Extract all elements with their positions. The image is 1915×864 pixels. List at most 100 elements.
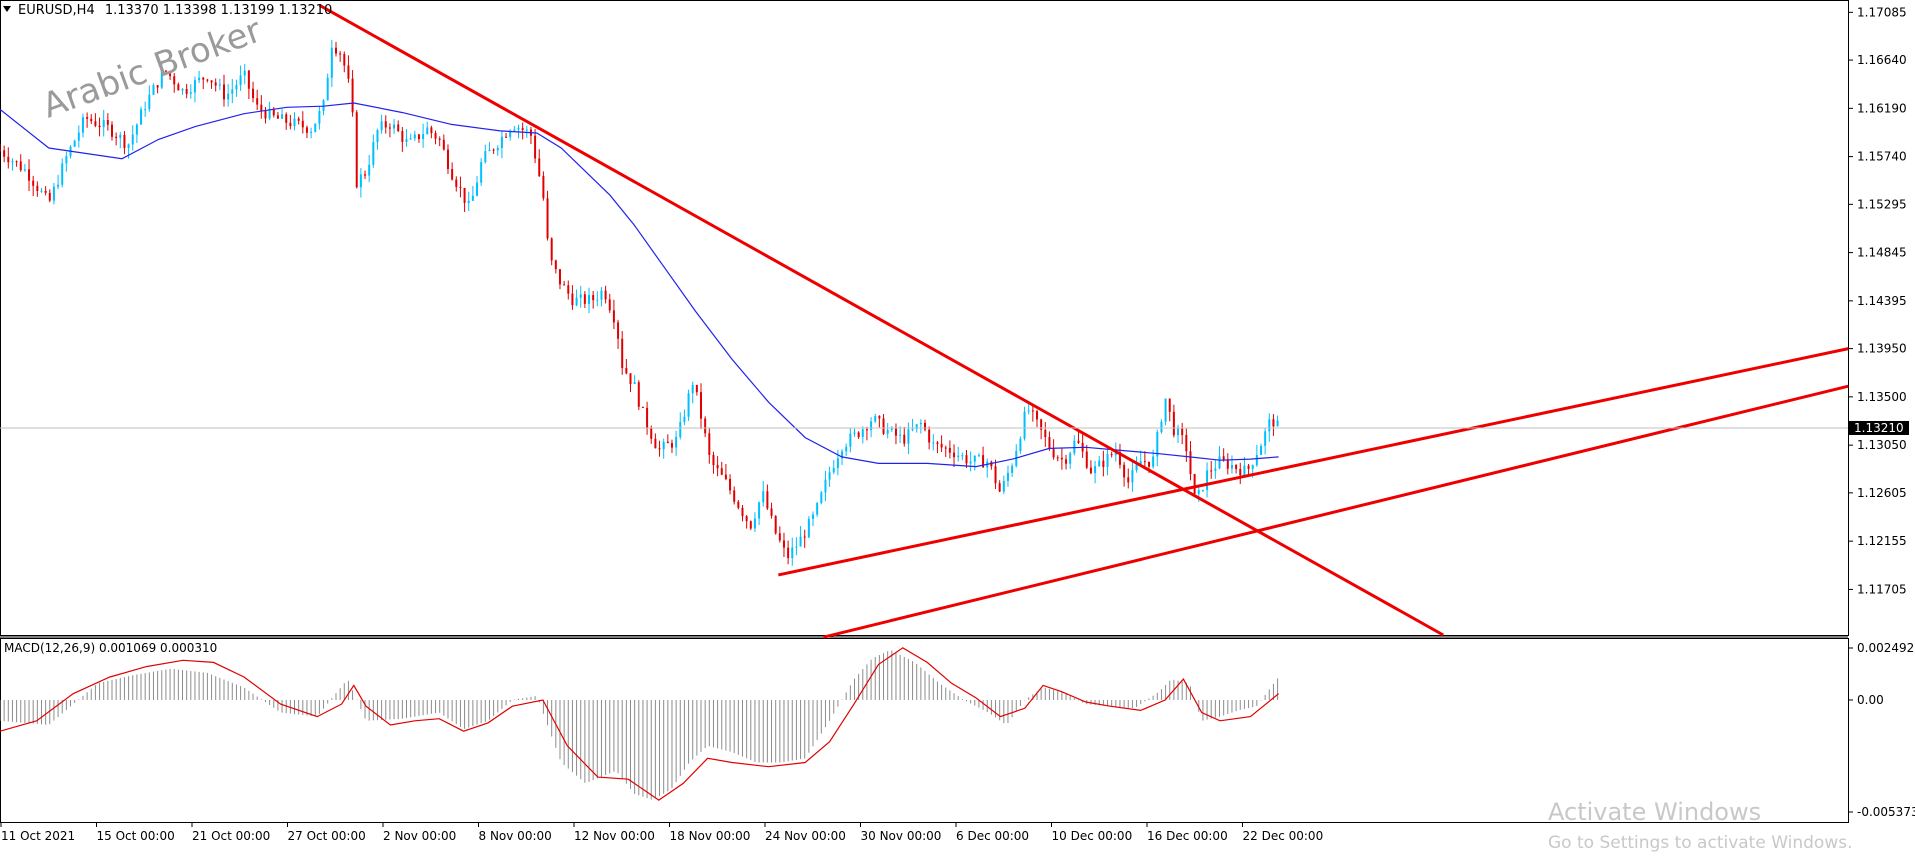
candle[interactable]: [119, 132, 122, 149]
candle[interactable]: [160, 61, 163, 90]
candle[interactable]: [413, 130, 416, 142]
candle[interactable]: [23, 164, 26, 173]
candle[interactable]: [600, 286, 603, 307]
candle[interactable]: [206, 78, 209, 83]
candle[interactable]: [140, 106, 143, 125]
candle[interactable]: [1160, 419, 1163, 434]
candle[interactable]: [15, 160, 18, 167]
candle[interactable]: [542, 171, 545, 201]
candle[interactable]: [849, 427, 852, 453]
candle[interactable]: [451, 162, 454, 181]
candle[interactable]: [1268, 413, 1271, 442]
candle[interactable]: [782, 532, 785, 557]
candle[interactable]: [944, 445, 947, 457]
candle[interactable]: [774, 515, 777, 535]
candle[interactable]: [882, 413, 885, 435]
candle[interactable]: [683, 409, 686, 426]
candle[interactable]: [480, 158, 483, 186]
candle[interactable]: [73, 139, 76, 148]
candle[interactable]: [488, 142, 491, 152]
candle[interactable]: [903, 426, 906, 447]
candle[interactable]: [1276, 415, 1279, 427]
candle[interactable]: [193, 76, 196, 103]
candle[interactable]: [222, 74, 225, 107]
candle[interactable]: [1094, 460, 1097, 484]
candle[interactable]: [575, 289, 578, 307]
candle[interactable]: [1006, 465, 1009, 487]
candle[interactable]: [115, 132, 118, 146]
trendline[interactable]: [318, 4, 1444, 637]
candle[interactable]: [957, 446, 960, 462]
candle[interactable]: [529, 126, 532, 145]
candle[interactable]: [675, 430, 678, 456]
candle[interactable]: [654, 433, 657, 449]
candle[interactable]: [1069, 451, 1072, 469]
candle[interactable]: [737, 500, 740, 510]
candle[interactable]: [185, 83, 188, 99]
candle[interactable]: [1226, 453, 1229, 475]
candle[interactable]: [359, 168, 362, 198]
candle[interactable]: [156, 84, 159, 94]
candle[interactable]: [832, 460, 835, 475]
candle[interactable]: [733, 486, 736, 505]
candle[interactable]: [753, 512, 756, 532]
candle[interactable]: [181, 88, 184, 95]
candle[interactable]: [637, 380, 640, 410]
candle[interactable]: [961, 452, 964, 461]
candle[interactable]: [1073, 435, 1076, 456]
candle[interactable]: [1156, 429, 1159, 467]
candle[interactable]: [525, 125, 528, 138]
candle[interactable]: [687, 389, 690, 421]
candle[interactable]: [1193, 473, 1196, 495]
candle[interactable]: [579, 285, 582, 308]
candle[interactable]: [65, 151, 68, 172]
candle[interactable]: [322, 99, 325, 116]
candle[interactable]: [592, 290, 595, 309]
candle[interactable]: [1031, 405, 1034, 422]
candle[interactable]: [218, 78, 221, 91]
candle[interactable]: [679, 412, 682, 440]
candle[interactable]: [998, 480, 1001, 493]
candle[interactable]: [247, 69, 250, 100]
candle[interactable]: [1056, 455, 1059, 462]
candle[interactable]: [467, 191, 470, 211]
candle[interactable]: [189, 84, 192, 99]
candle[interactable]: [932, 434, 935, 451]
candle[interactable]: [824, 471, 827, 502]
candle[interactable]: [98, 117, 101, 137]
candle[interactable]: [476, 176, 479, 197]
candle[interactable]: [40, 187, 43, 193]
candle[interactable]: [890, 426, 893, 432]
candle[interactable]: [803, 529, 806, 548]
candle[interactable]: [1189, 441, 1192, 481]
candle[interactable]: [1139, 450, 1142, 465]
candle[interactable]: [1259, 443, 1262, 456]
candle[interactable]: [1143, 451, 1146, 469]
candle[interactable]: [492, 148, 495, 154]
candle[interactable]: [886, 423, 889, 439]
candle[interactable]: [305, 125, 308, 139]
candle[interactable]: [330, 39, 333, 87]
candle[interactable]: [770, 502, 773, 519]
candle[interactable]: [355, 109, 358, 189]
candle[interactable]: [741, 504, 744, 522]
candle[interactable]: [650, 425, 653, 444]
candle[interactable]: [1044, 422, 1047, 447]
candle[interactable]: [471, 185, 474, 201]
candle[interactable]: [463, 187, 466, 212]
candle[interactable]: [426, 121, 429, 135]
candle[interactable]: [1177, 424, 1180, 443]
candle[interactable]: [708, 427, 711, 464]
candle[interactable]: [662, 438, 665, 459]
candle[interactable]: [281, 108, 284, 120]
candle[interactable]: [434, 130, 437, 145]
candle[interactable]: [7, 147, 10, 169]
candle[interactable]: [612, 299, 615, 330]
candle[interactable]: [521, 122, 524, 140]
candle[interactable]: [994, 459, 997, 490]
candle[interactable]: [567, 280, 570, 300]
candle[interactable]: [641, 406, 644, 409]
candle[interactable]: [1098, 456, 1101, 467]
candle[interactable]: [894, 423, 897, 445]
candle[interactable]: [3, 145, 6, 163]
